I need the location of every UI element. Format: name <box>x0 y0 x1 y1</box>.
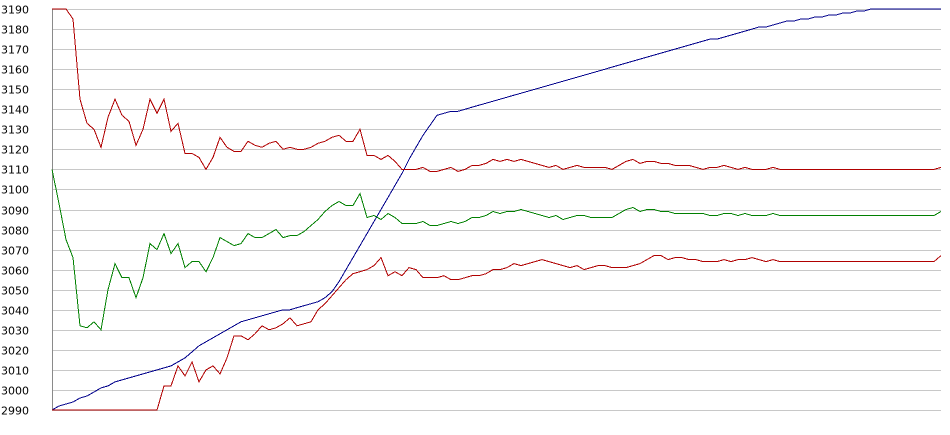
y-tick-label-3110: 3110 <box>1 164 29 177</box>
y-tick-label-3070: 3070 <box>1 245 29 258</box>
y-tick-label-3130: 3130 <box>1 124 29 137</box>
y-tick-label-3080: 3080 <box>1 225 29 238</box>
y-tick-label-3010: 3010 <box>1 365 29 378</box>
y-tick-label-3090: 3090 <box>1 205 29 218</box>
series-lines <box>51 8 942 411</box>
y-tick-label-3040: 3040 <box>1 305 29 318</box>
y-tick-label-3190: 3190 <box>1 4 29 17</box>
y-tick-label-3150: 3150 <box>1 84 29 97</box>
y-tick-label-3020: 3020 <box>1 345 29 358</box>
series-line-4 <box>52 255 942 411</box>
series-line-2 <box>52 8 942 172</box>
series-line-3 <box>51 169 942 331</box>
y-tick-label-3050: 3050 <box>1 285 29 298</box>
y-tick-label-3030: 3030 <box>1 325 29 338</box>
gridlines <box>52 9 941 411</box>
y-tick-label-3170: 3170 <box>1 44 29 57</box>
y-axis-tick-labels: 2990 3000 3010 3020 3030 3040 3050 3060 3070 3080… <box>1 4 29 418</box>
y-tick-label-3000: 3000 <box>1 385 29 398</box>
y-tick-label-3060: 3060 <box>1 265 29 278</box>
y-tick-label-2990: 2990 <box>1 405 29 418</box>
y-tick-label-3160: 3160 <box>1 64 29 77</box>
series-line-1 <box>51 8 941 411</box>
y-tick-label-3180: 3180 <box>1 24 29 37</box>
y-tick-label-3100: 3100 <box>1 184 29 197</box>
y-tick-label-3140: 3140 <box>1 104 29 117</box>
y-tick-label-3120: 3120 <box>1 144 29 157</box>
